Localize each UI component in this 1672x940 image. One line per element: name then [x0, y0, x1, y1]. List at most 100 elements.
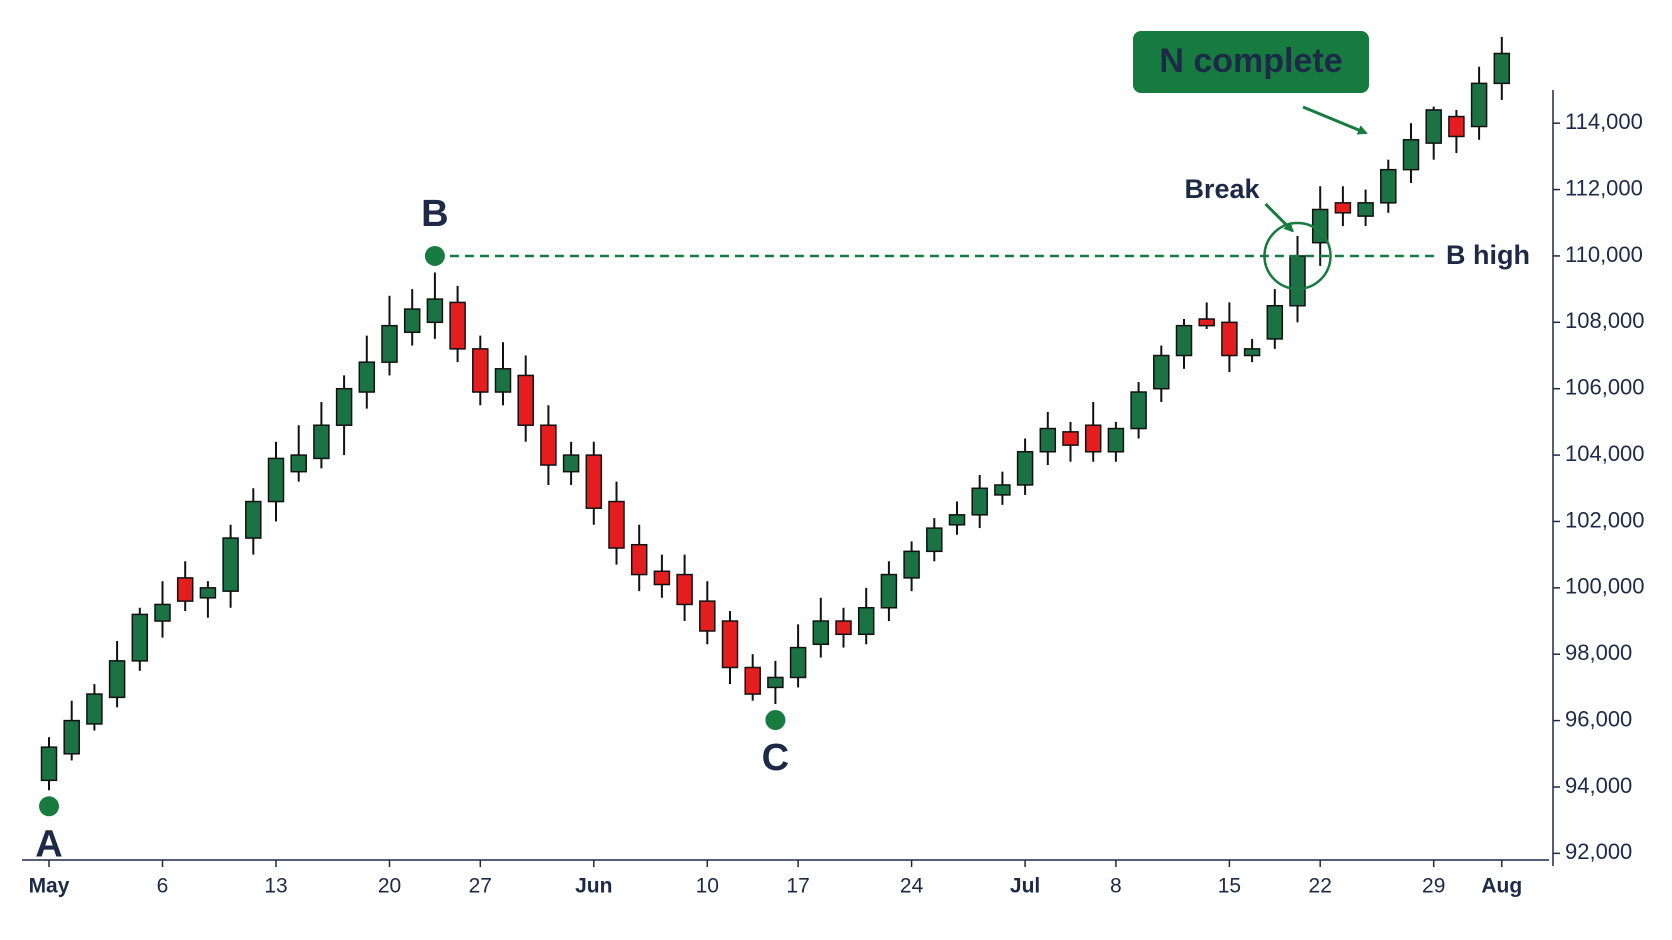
candle-body: [494, 368, 512, 393]
candle-body: [108, 660, 126, 699]
break-arrow: [1264, 202, 1294, 233]
candle-body: [585, 454, 603, 509]
candle-body: [1175, 324, 1193, 357]
completion-label: N complete: [1159, 42, 1342, 80]
candle-body: [245, 500, 262, 539]
y-tick-label: 112,000: [1565, 175, 1643, 200]
y-tick-label: 106,000: [1565, 375, 1645, 400]
y-tick-label: 96,000: [1565, 706, 1632, 731]
x-tick-label: 15: [1218, 875, 1241, 898]
candle-body: [1039, 427, 1057, 453]
y-tick-label: 100,000: [1565, 574, 1645, 599]
x-tick-label: 20: [378, 875, 401, 898]
x-tick-label: 29: [1422, 875, 1445, 898]
candle-body: [812, 620, 830, 646]
candle-body: [176, 577, 194, 602]
candle-body: [1266, 304, 1284, 340]
candle-body: [403, 308, 421, 334]
candle-body: [1448, 115, 1465, 138]
candle-body: [1130, 391, 1147, 430]
pivot-dot: [765, 710, 786, 731]
candle-body: [313, 424, 330, 460]
y-tick-label: 98,000: [1565, 640, 1632, 665]
candle-body: [1062, 431, 1079, 446]
pivot-label: B: [421, 193, 448, 235]
x-tick-label: 22: [1309, 875, 1332, 898]
candle-body: [449, 301, 466, 350]
candle-body: [1470, 82, 1488, 128]
candle-body: [653, 570, 671, 586]
candle-body: [199, 587, 217, 599]
candle-body: [903, 550, 920, 579]
break-circle: [1263, 221, 1332, 291]
candle-body: [1198, 318, 1215, 327]
y-tick-label: 108,000: [1565, 308, 1645, 333]
candle-body: [880, 573, 898, 609]
candle-body: [630, 543, 648, 576]
y-tick-label: 92,000: [1565, 839, 1632, 864]
x-tick-label: 10: [696, 875, 719, 898]
candle-body: [1084, 424, 1102, 453]
candle-body: [154, 603, 171, 622]
x-tick-label: 8: [1110, 875, 1122, 898]
x-tick-label: Aug: [1481, 875, 1522, 898]
candle-body: [358, 361, 376, 393]
candle-body: [744, 666, 761, 695]
candle-body: [290, 454, 307, 473]
candle-body: [1380, 168, 1397, 204]
candle-body: [1357, 202, 1374, 217]
x-tick-label: 17: [786, 875, 809, 898]
pivot-dot: [39, 796, 59, 817]
completion-badge: [1133, 31, 1369, 93]
candle-body: [1221, 321, 1238, 357]
pivot-label: A: [35, 823, 62, 865]
x-tick-label: 27: [469, 875, 492, 898]
b-high-label: B high: [1446, 240, 1530, 270]
y-tick-label: 104,000: [1565, 441, 1645, 466]
candle-body: [994, 484, 1011, 496]
y-tick-label: 110,000: [1565, 242, 1643, 267]
candle-body: [835, 620, 852, 636]
candle-body: [517, 374, 534, 426]
candle-body: [63, 719, 80, 755]
candle-body: [267, 457, 285, 503]
candle-body: [1016, 451, 1034, 486]
candle-body: [699, 600, 716, 632]
candle-body: [1153, 354, 1170, 390]
x-tick-label: 24: [900, 875, 924, 898]
candle-body: [40, 746, 58, 782]
candle-body: [926, 527, 943, 553]
candle-body: [426, 298, 444, 324]
candle-body: [562, 454, 580, 473]
candle-body: [608, 500, 625, 549]
pivot-dot: [424, 245, 445, 266]
candle-body: [222, 537, 239, 592]
candle-body: [131, 613, 149, 662]
candle-body: [472, 348, 489, 393]
completion-arrow: [1302, 105, 1368, 135]
candle-body: [1107, 427, 1125, 453]
candle-body: [971, 487, 988, 516]
candle-body: [721, 620, 739, 669]
x-tick-label: 6: [157, 875, 169, 898]
candle-body: [767, 676, 784, 689]
candle-body: [1289, 255, 1306, 307]
candle-body: [1493, 52, 1511, 85]
candle-body: [335, 387, 353, 426]
candle-body: [948, 514, 966, 526]
x-tick-label: Jul: [1010, 875, 1040, 898]
candle-body: [86, 693, 103, 725]
y-tick-label: 102,000: [1565, 507, 1645, 532]
candle-body: [1425, 109, 1442, 144]
candle-body: [1243, 348, 1261, 357]
candle-body: [857, 607, 875, 636]
candle-body: [676, 573, 693, 606]
x-tick-label: Jun: [575, 875, 612, 898]
candle-body: [789, 646, 807, 679]
pivot-label: C: [762, 737, 789, 779]
y-tick-label: 94,000: [1565, 773, 1632, 798]
candle-body: [1334, 202, 1352, 214]
x-tick-label: May: [29, 875, 70, 898]
break-label: Break: [1184, 174, 1260, 204]
